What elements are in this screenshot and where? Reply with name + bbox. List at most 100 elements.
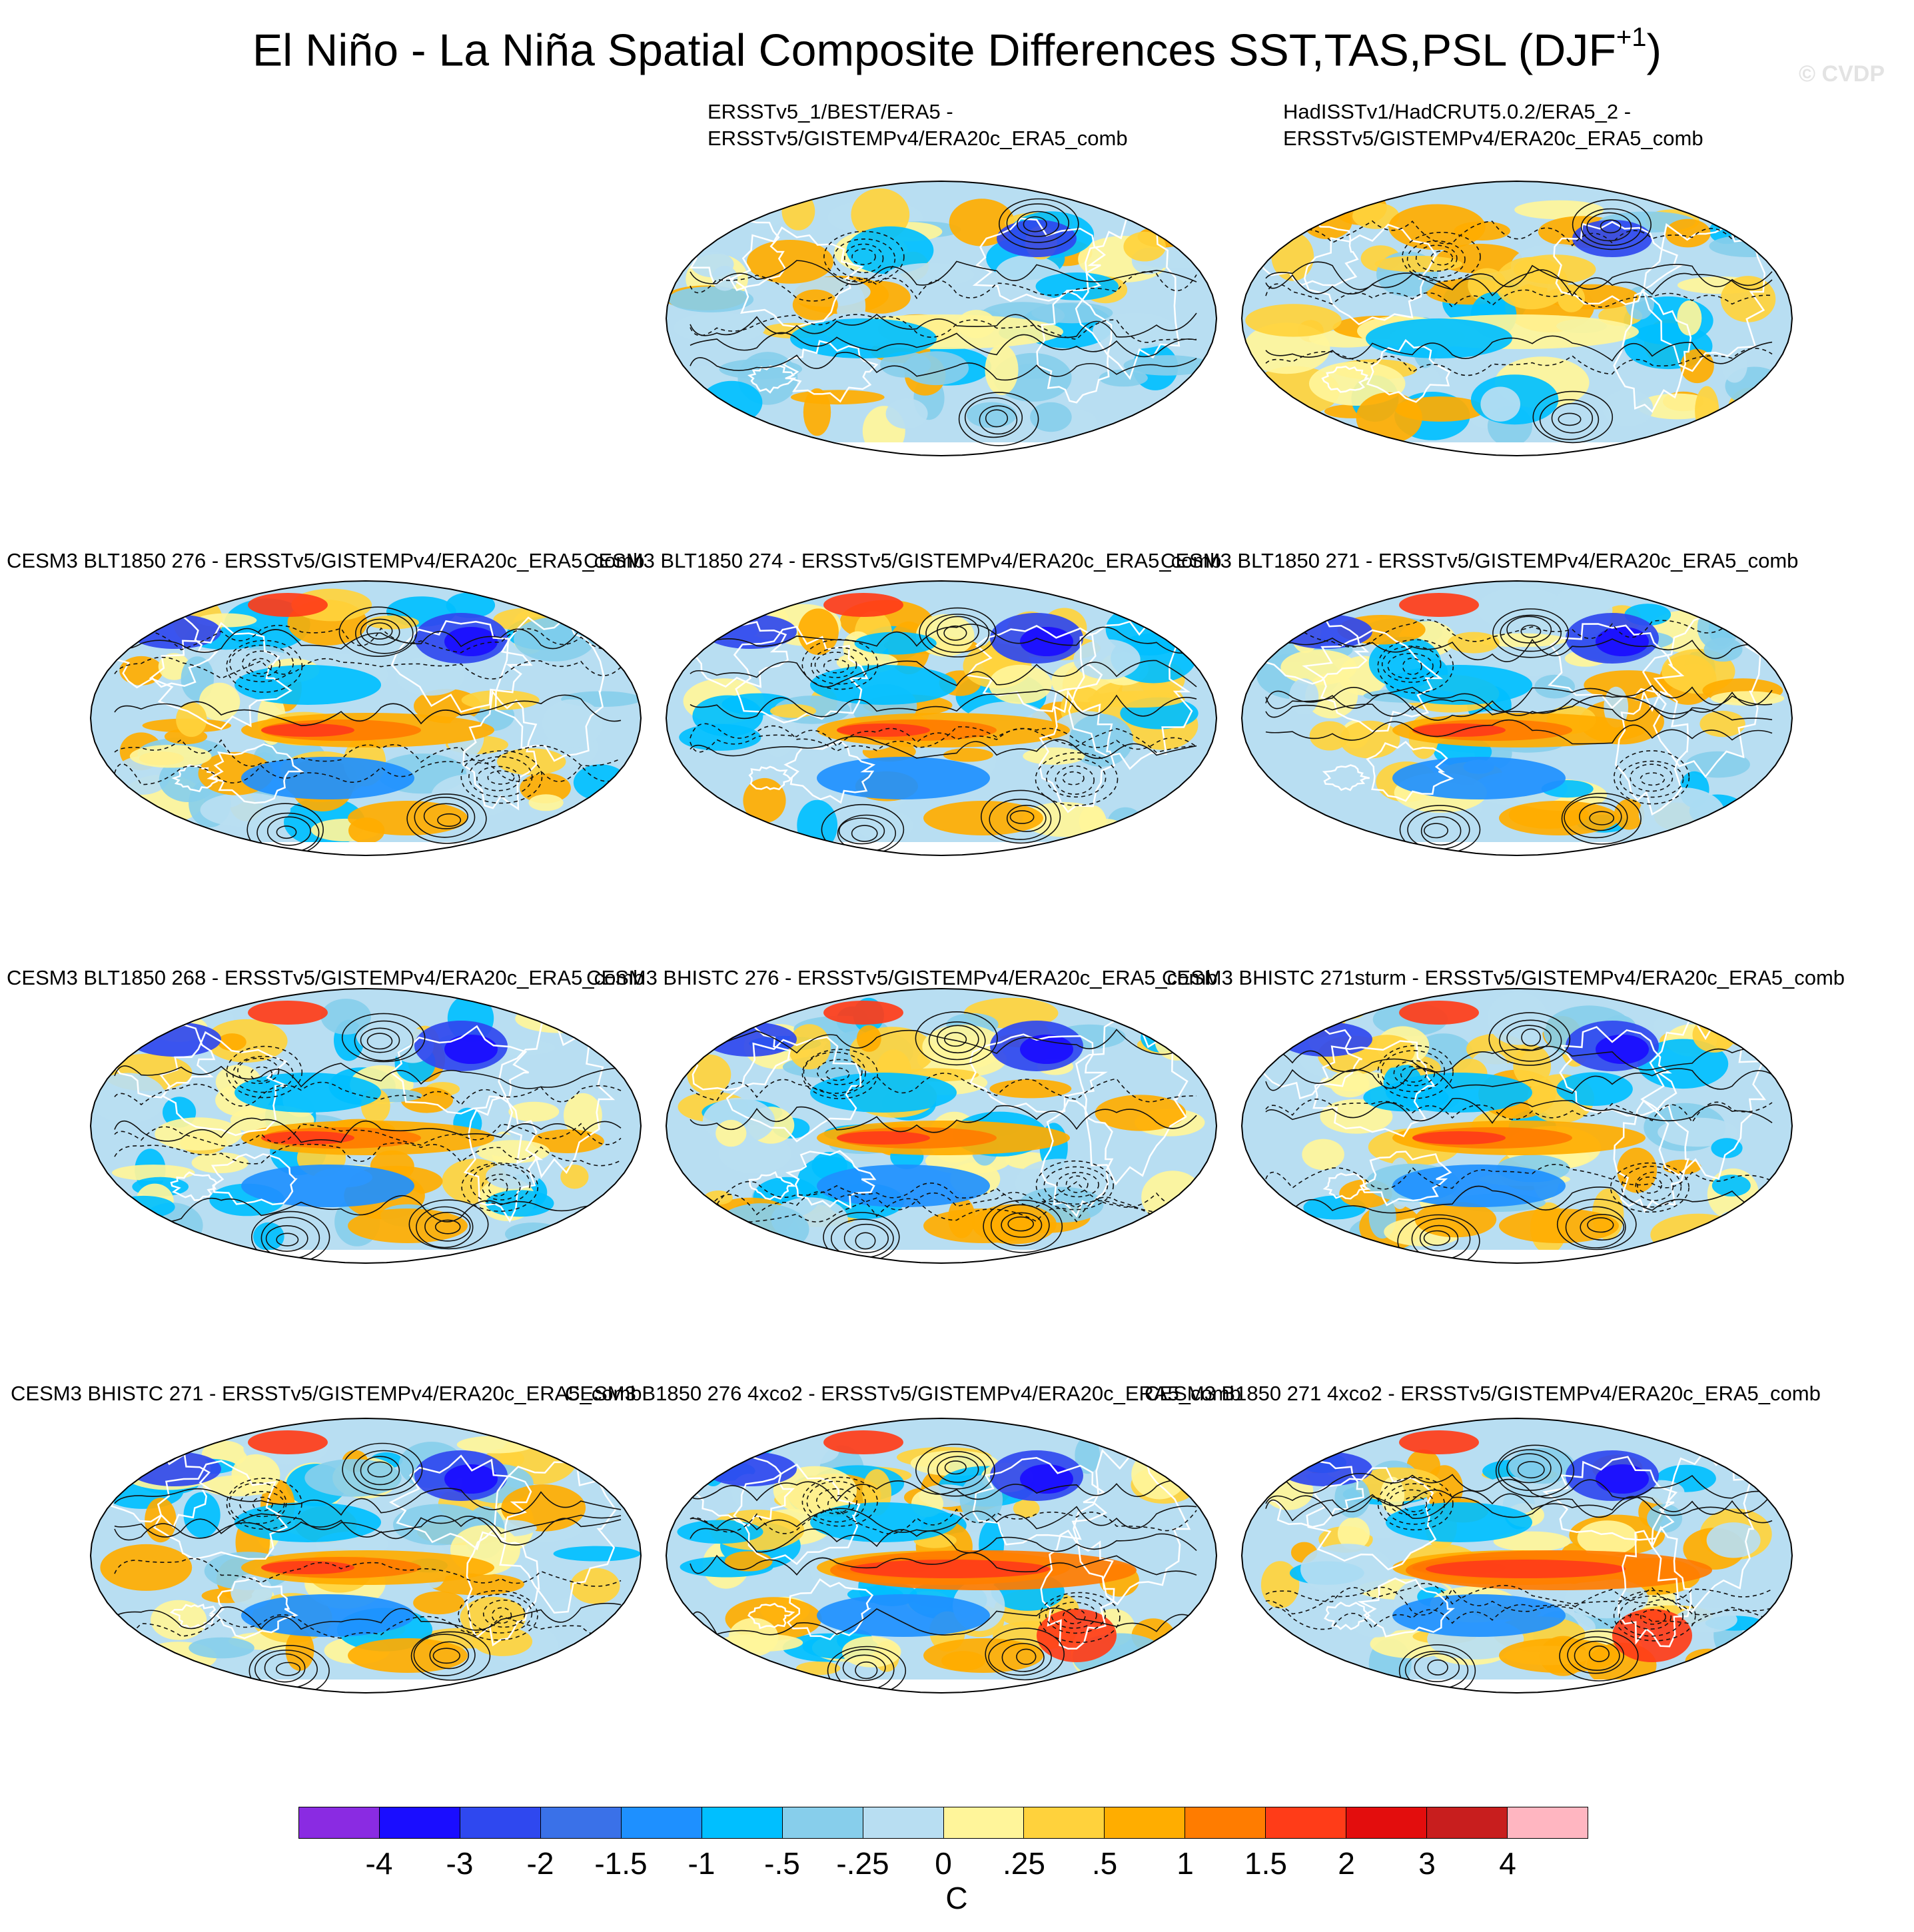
psl-contour xyxy=(851,248,876,265)
map-svg xyxy=(665,580,1218,857)
coastline xyxy=(1312,1040,1436,1138)
panel-title-line: CESM3 BLT1850 268 - ERSSTv5/GISTEMPv4/ER… xyxy=(7,966,645,989)
anomaly-patch xyxy=(796,1661,841,1676)
panel-title: CESM3 BHISTC 271sturm - ERSSTv5/GISTEMPv… xyxy=(1162,965,1845,991)
coastline xyxy=(748,765,793,791)
psl-contour xyxy=(434,1219,461,1234)
coastline xyxy=(1642,223,1766,372)
psl-contour xyxy=(1377,639,1454,694)
anomaly-patch xyxy=(241,1594,414,1637)
map-field xyxy=(91,581,641,855)
anomaly-patch xyxy=(1035,272,1119,300)
psl-contour xyxy=(1600,219,1622,234)
psl-contour xyxy=(1055,765,1095,795)
psl-contour xyxy=(1521,1028,1542,1047)
anomaly-patch xyxy=(320,999,371,1035)
panel-title-line: CESM3 BHISTC 271sturm - ERSSTv5/GISTEMPv… xyxy=(1162,966,1845,989)
anomaly-patch xyxy=(248,593,328,617)
psl-contour xyxy=(690,332,1197,358)
anomaly-patch xyxy=(573,764,628,801)
anomaly-patch xyxy=(1095,1095,1187,1131)
map-field xyxy=(1242,181,1792,456)
anomaly-patch xyxy=(348,1638,468,1673)
anomaly-patch xyxy=(348,1208,468,1243)
map-svg xyxy=(89,987,642,1264)
coastline xyxy=(1559,1026,1677,1117)
anomaly-patch xyxy=(1073,639,1141,680)
psl-contour xyxy=(1558,412,1582,426)
psl-contour xyxy=(827,1495,851,1514)
colorbar-cell xyxy=(621,1807,702,1838)
panel-title-line: ERSSTv5/GISTEMPv4/ERA20c_ERA5_comb xyxy=(708,127,1128,150)
psl-contour xyxy=(803,1051,866,1094)
anomaly-patch xyxy=(846,226,934,274)
colorbar-cell xyxy=(782,1807,863,1838)
colorbar-tick-label: -1 xyxy=(688,1846,716,1881)
psl-contour xyxy=(1520,624,1542,638)
anomaly-patch xyxy=(1725,808,1769,824)
psl-contour xyxy=(1265,719,1773,745)
psl-contour xyxy=(1023,216,1047,233)
anomaly-patch xyxy=(773,1466,857,1515)
psl-contour xyxy=(360,618,400,646)
anomaly-patch xyxy=(854,632,937,655)
anomaly-patch xyxy=(1270,207,1304,240)
anomaly-patch xyxy=(1399,1430,1479,1454)
anomaly-patch xyxy=(1650,1213,1746,1256)
coastline xyxy=(786,1578,874,1641)
psl-contour xyxy=(1001,1643,1045,1672)
psl-contour xyxy=(1265,1472,1773,1499)
psl-contour xyxy=(252,1496,273,1512)
map-border xyxy=(89,1417,642,1694)
psl-contour xyxy=(690,689,1197,720)
anomaly-patch xyxy=(850,1560,1050,1578)
map-svg xyxy=(665,987,1218,1264)
anomaly-patch xyxy=(1279,1452,1372,1486)
psl-contour xyxy=(998,198,1079,250)
anomaly-patch xyxy=(1710,691,1785,706)
anomaly-patch xyxy=(817,757,990,799)
anomaly-patch xyxy=(1139,821,1193,837)
anomaly-patch xyxy=(810,1502,957,1542)
panel-title: CESM3 BLT1850 274 - ERSSTv5/GISTEMPv4/ER… xyxy=(584,548,1221,574)
anomaly-patch xyxy=(444,1464,498,1494)
anomaly-patch xyxy=(1386,665,1532,705)
psl-contour xyxy=(276,825,297,839)
psl-contour xyxy=(823,659,849,674)
psl-contour xyxy=(690,271,1197,302)
psl-contour xyxy=(1043,1166,1109,1205)
psl-contour xyxy=(944,1460,967,1475)
anomaly-patch xyxy=(668,286,754,312)
anomaly-patch xyxy=(728,1618,779,1657)
psl-contour xyxy=(226,1478,302,1530)
psl-contour xyxy=(690,1508,1197,1535)
psl-contour xyxy=(1398,1644,1476,1693)
anomaly-patch xyxy=(537,1658,629,1679)
colorbar-cell xyxy=(1024,1807,1105,1838)
coastline xyxy=(747,1602,795,1630)
anomaly-patch xyxy=(880,351,931,378)
map-field xyxy=(91,1418,641,1693)
anomaly-patch xyxy=(837,1131,930,1145)
anomaly-patch xyxy=(788,1024,831,1070)
psl-contour xyxy=(690,1528,1197,1554)
anomaly-patch xyxy=(673,312,765,344)
anomaly-patch xyxy=(790,390,885,405)
anomaly-patch xyxy=(1493,1531,1571,1552)
psl-contour xyxy=(690,1505,1197,1533)
psl-contour xyxy=(690,312,1197,338)
anomaly-patch xyxy=(1075,1436,1101,1474)
anomaly-patch xyxy=(1584,670,1674,700)
psl-contour xyxy=(1062,1608,1086,1624)
coastline xyxy=(1542,1456,1678,1541)
anomaly-patch xyxy=(1577,1520,1638,1556)
psl-contour xyxy=(1556,1199,1637,1250)
map-field xyxy=(1242,581,1792,855)
coastline xyxy=(169,1604,219,1630)
anomaly-patch xyxy=(1309,721,1350,751)
psl-contour xyxy=(1427,1659,1448,1676)
coastline xyxy=(1366,740,1454,802)
anomaly-patch xyxy=(1012,363,1053,379)
psl-contour xyxy=(944,1032,967,1047)
anomaly-patch xyxy=(797,799,838,851)
